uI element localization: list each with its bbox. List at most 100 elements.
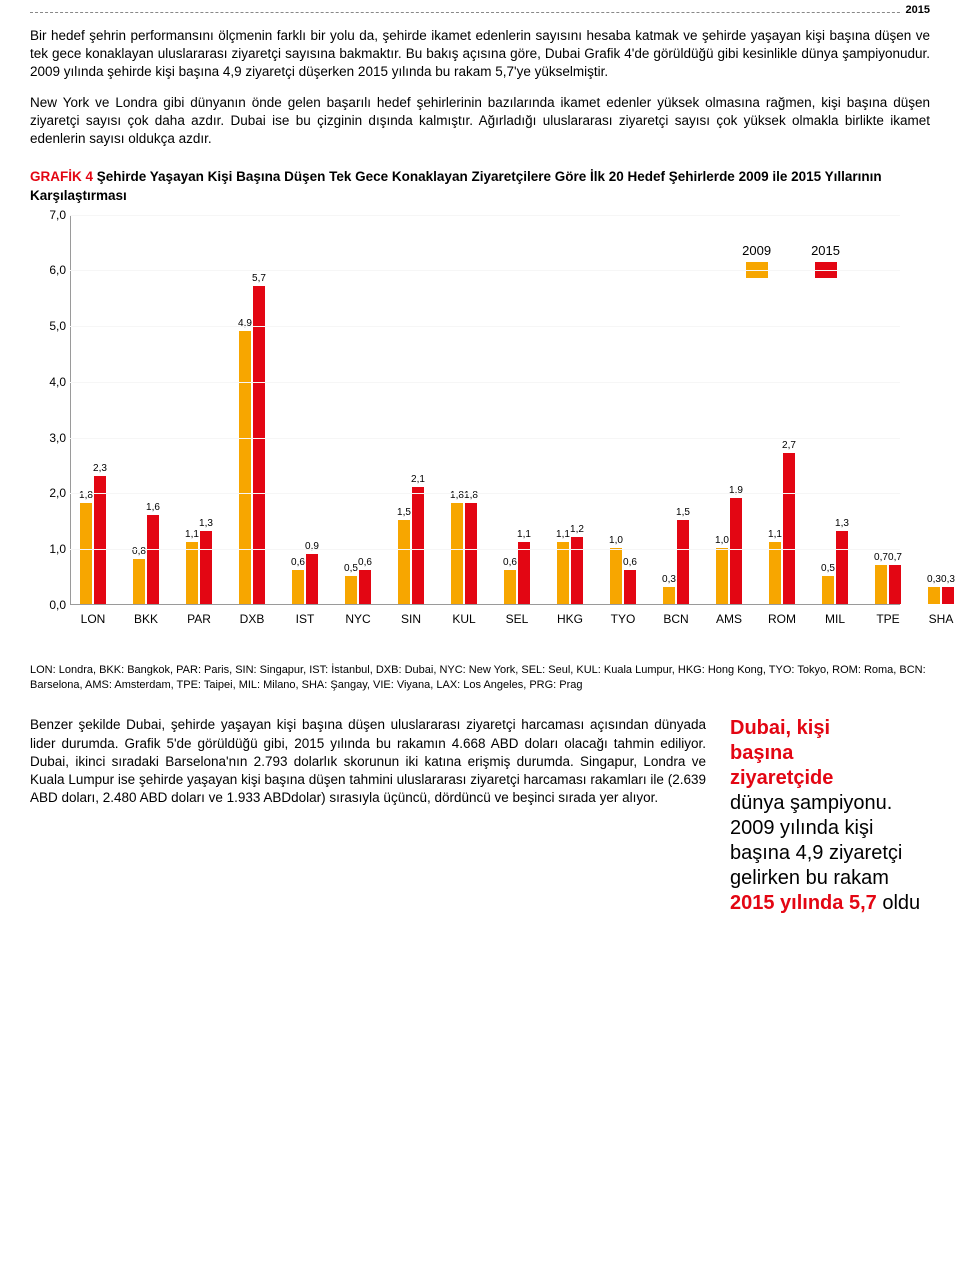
bar-label: 0,7 [874,552,888,563]
bar-2015-TYO [624,570,636,603]
bar-label: 1,6 [146,502,160,513]
x-category-SHA: SHA [929,612,954,626]
gridline [70,438,900,439]
bar-2015-BKK [147,515,159,604]
bar-2009-MIL [822,576,834,604]
chart-footnote: LON: Londra, BKK: Bangkok, PAR: Paris, S… [30,663,930,693]
paragraph-3: Benzer şekilde Dubai, şehirde yaşayan ki… [30,716,706,807]
callout-t3: oldu [877,892,920,914]
x-category-NYC: NYC [345,612,370,626]
ytick-label: 1,0 [30,542,66,556]
header-divider: 2015 [30,12,930,13]
bar-label: 1,5 [676,507,690,518]
x-category-HKG: HKG [557,612,583,626]
bar-2009-IST [292,570,304,603]
chart-title: GRAFİK 4 Şehirde Yaşayan Kişi Başına Düş… [30,168,930,204]
x-category-SEL: SEL [506,612,529,626]
bar-label: 0,6 [503,557,517,568]
legend-2015: 2015 [811,243,840,278]
x-category-DXB: DXB [240,612,265,626]
bar-2015-SEL [518,542,530,603]
bar-2015-NYC [359,570,371,603]
bar-label: 5,7 [252,273,266,284]
bar-label: 1,3 [835,518,849,529]
bar-2009-SEL [504,570,516,603]
bar-label: 0,3 [941,574,955,585]
ytick-label: 6,0 [30,263,66,277]
bar-label: 0,7 [888,552,902,563]
bar-2009-TPE [875,565,887,604]
bar-2009-SIN [398,520,410,604]
bar-label: 1,8 [464,490,478,501]
bar-2015-KUL [465,503,477,603]
bar-label: 1,2 [570,524,584,535]
bar-2009-NYC [345,576,357,604]
ytick-label: 4,0 [30,375,66,389]
bar-2015-MIL [836,531,848,603]
chart-title-text: Şehirde Yaşayan Kişi Başına Düşen Tek Ge… [30,169,882,202]
gridline [70,382,900,383]
bar-label: 0,5 [344,563,358,574]
bar-2009-HKG [557,542,569,603]
chart-legend: 2009 2015 [742,243,840,278]
bar-label: 1,0 [715,535,729,546]
paragraph-2: New York ve Londra gibi dünyanın önde ge… [30,94,930,149]
callout-hl-4: 2015 yılında 5,7 [730,892,877,914]
bar-label: 0,8 [132,546,146,557]
ytick-label: 5,0 [30,319,66,333]
header-year: 2015 [902,4,930,16]
bar-label: 0,6 [358,557,372,568]
bar-label: 1,8 [79,490,93,501]
gridline [70,215,900,216]
bottom-section: Benzer şekilde Dubai, şehirde yaşayan ki… [30,716,930,916]
ytick-label: 2,0 [30,486,66,500]
ytick-label: 7,0 [30,208,66,222]
legend-2015-label: 2015 [811,243,840,258]
bar-2009-KUL [451,503,463,603]
ytick-label: 3,0 [30,431,66,445]
bar-2009-SHA [928,587,940,604]
x-category-PAR: PAR [187,612,211,626]
bar-2015-TPE [889,565,901,604]
callout-hl-2: başına [730,742,793,764]
bar-2015-SIN [412,487,424,604]
bar-2015-IST [306,554,318,604]
gridline [70,326,900,327]
gridline [70,493,900,494]
bar-label: 0,3 [927,574,941,585]
x-category-BCN: BCN [663,612,688,626]
bar-label: 2,1 [411,474,425,485]
paragraph-1: Bir hedef şehrin performansını ölçmenin … [30,27,930,82]
callout: Dubai, kişi başına ziyaretçide dünya şam… [730,716,930,916]
bar-2015-SHA [942,587,954,604]
x-category-SIN: SIN [401,612,421,626]
x-category-ROM: ROM [768,612,796,626]
callout-t2: 2009 yılında kişi başına 4,9 ziyaretçi g… [730,817,902,889]
callout-hl-3: ziyaretçide [730,767,833,789]
bar-2009-PAR [186,542,198,603]
bar-2015-ROM [783,453,795,603]
bar-2009-LON [80,503,92,603]
x-category-MIL: MIL [825,612,845,626]
x-category-TYO: TYO [611,612,636,626]
bar-2015-PAR [200,531,212,603]
bar-2015-LON [94,476,106,604]
bar-2015-DXB [253,286,265,604]
ytick-label: 0,0 [30,598,66,612]
x-category-AMS: AMS [716,612,742,626]
bar-2015-AMS [730,498,742,604]
chart-plot-area: 1,82,3LON0,81,6BKK1,11,3PAR4,95,7DXB0,60… [70,215,900,605]
bar-2009-TYO [610,548,622,604]
bar-label: 0,3 [662,574,676,585]
bar-2015-HKG [571,537,583,604]
x-category-TPE: TPE [876,612,899,626]
bar-label: 0,5 [821,563,835,574]
bar-label: 1,1 [768,529,782,540]
bar-label: 1,8 [450,490,464,501]
bar-2009-DXB [239,331,251,604]
x-category-IST: IST [296,612,315,626]
bar-label: 1,3 [199,518,213,529]
callout-t1: dünya şampiyonu. [730,792,892,814]
x-category-BKK: BKK [134,612,158,626]
gridline [70,270,900,271]
